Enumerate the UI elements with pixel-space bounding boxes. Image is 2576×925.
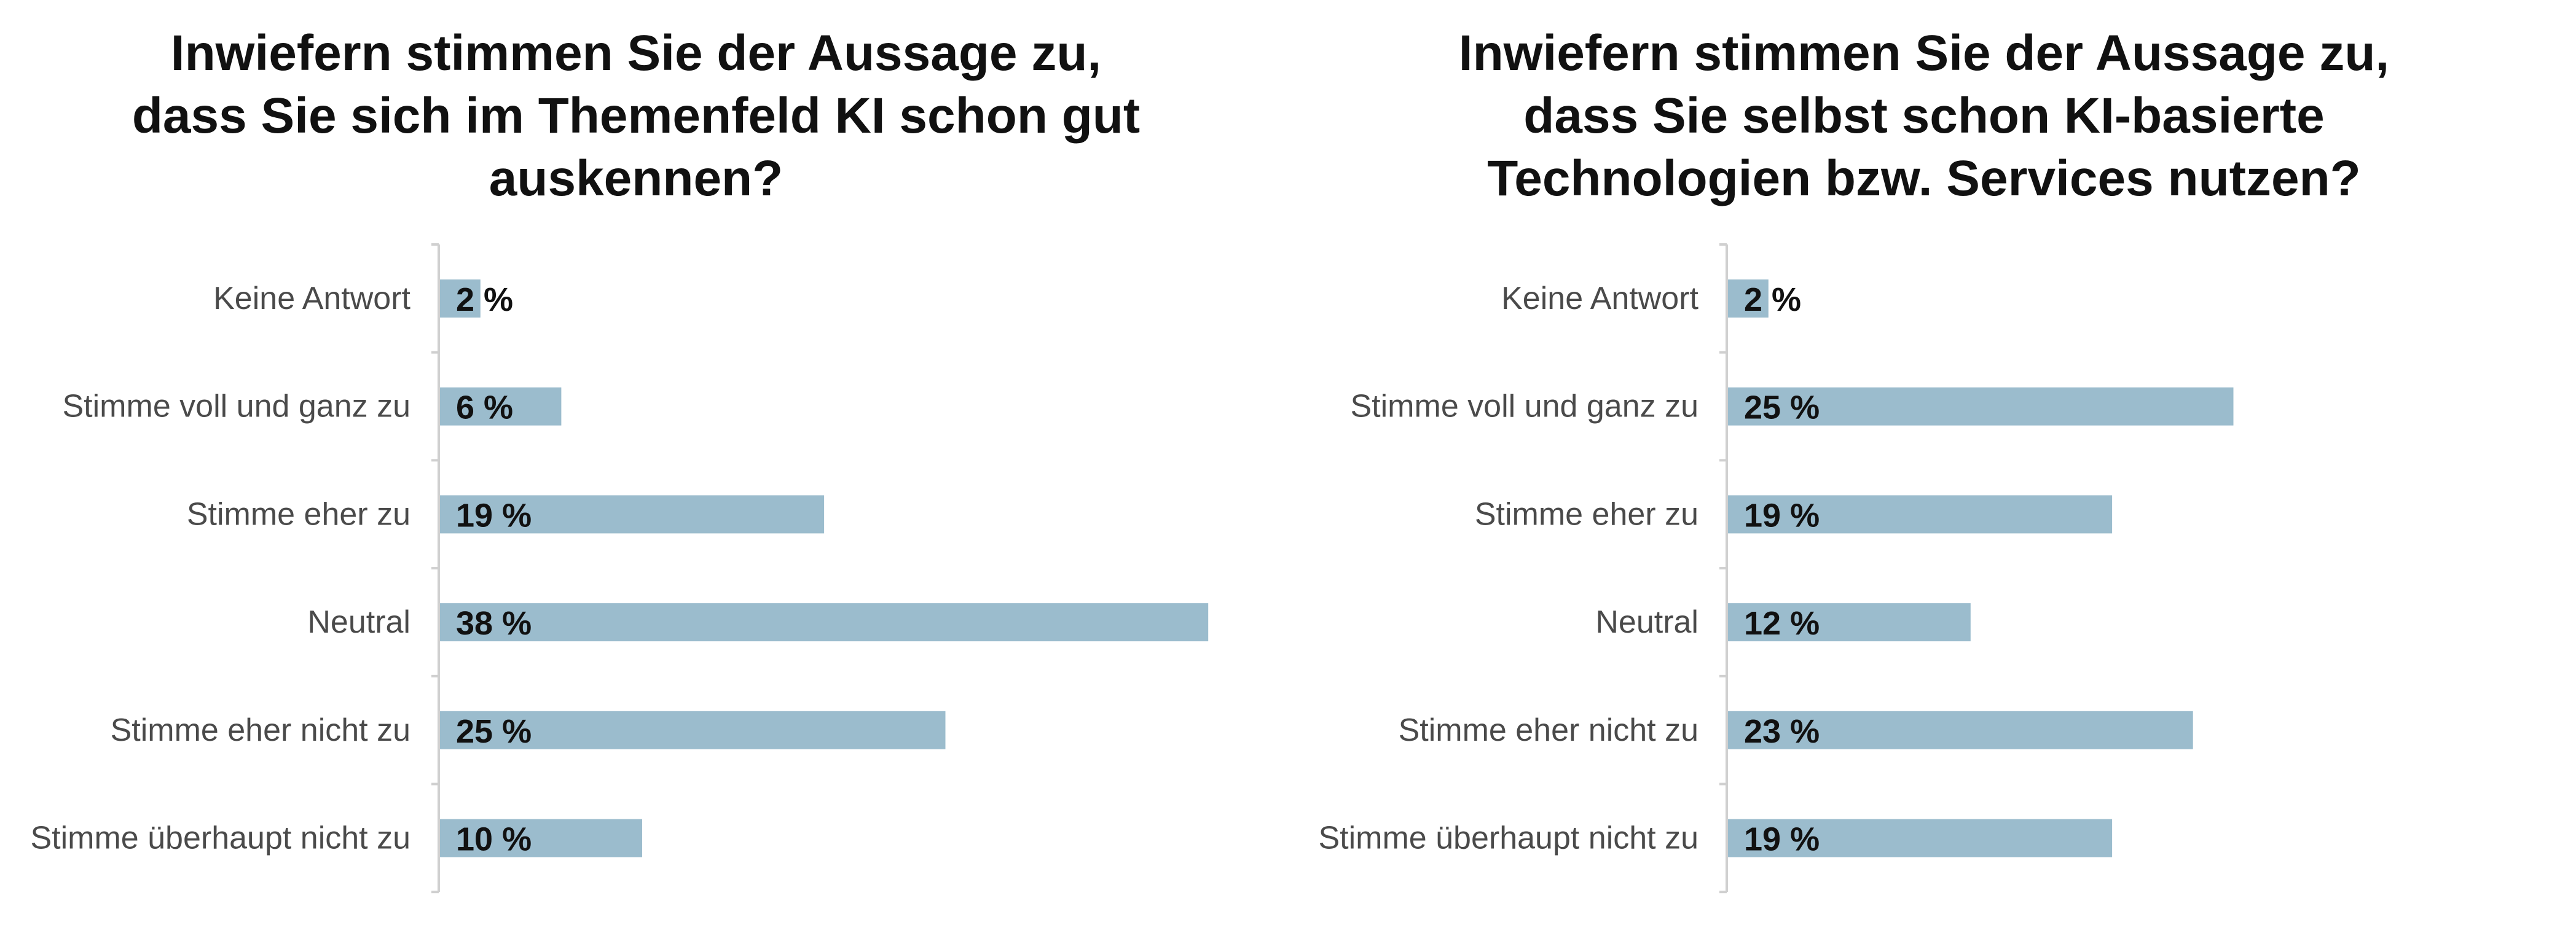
category-label: Stimme überhaupt nicht zu [30,821,410,856]
bar [440,495,825,534]
chart-title: Inwiefern stimmen Sie der Aussage zu, da… [0,22,1272,210]
bar [1728,279,1769,318]
chart-title-line: dass Sie sich im Themenfeld KI schon gut [132,88,1141,144]
bar [1728,495,2113,534]
category-label: Stimme eher nicht zu [1399,712,1698,748]
chart-title: Inwiefern stimmen Sie der Aussage zu, da… [1288,22,2560,210]
chart-title-line: Inwiefern stimmen Sie der Aussage zu, [170,25,1102,81]
category-label: Neutral [1595,604,1698,640]
value-label: 2 % [1744,281,1801,318]
value-label: 25 % [456,713,532,750]
chart-title-line: auskennen? [489,150,783,206]
category-label: Keine Antwort [1501,281,1698,316]
bar [440,603,1209,642]
bar [1728,819,2113,857]
value-label: 2 % [456,281,513,318]
chart-title-line: Technologien bzw. Services nutzen? [1487,150,2361,206]
value-label: 19 % [456,497,532,534]
bar [440,387,562,426]
bar [440,711,946,749]
chart-panel-left: Inwiefern stimmen Sie der Aussage zu, da… [0,0,1229,925]
value-label: 6 % [456,389,513,426]
category-label: Stimme voll und ganz zu [63,389,411,424]
bar [440,279,481,318]
category-label: Stimme überhaupt nicht zu [1318,821,1698,856]
bar [1728,711,2193,749]
category-label: Stimme eher nicht zu [111,712,410,748]
value-label: 10 % [456,821,532,858]
category-label: Keine Antwort [213,281,410,316]
bar [440,819,642,857]
value-label: 25 % [1744,389,1820,426]
value-label: 38 % [456,605,532,642]
category-label: Neutral [307,604,410,640]
bar-chart-left: Keine Antwort 2 % Stimme voll und ganz zu 6… [30,243,1209,894]
category-label: Stimme eher zu [187,496,410,532]
bar-chart-right: Keine Antwort 2 % Stimme voll und ganz zu 2… [1318,243,2234,894]
value-label: 12 % [1744,605,1820,642]
value-label: 19 % [1744,821,1820,858]
chart-title-line: dass Sie selbst schon KI-basierte [1523,88,2325,144]
category-label: Stimme voll und ganz zu [1351,389,1699,424]
value-label: 19 % [1744,497,1820,534]
chart-title-line: Inwiefern stimmen Sie der Aussage zu, [1458,25,2390,81]
chart-panel-right: Inwiefern stimmen Sie der Aussage zu, da… [1288,0,2576,925]
bar [1728,603,1971,642]
value-label: 23 % [1744,713,1820,750]
bar [1728,387,2234,426]
category-label: Stimme eher zu [1475,496,1698,532]
